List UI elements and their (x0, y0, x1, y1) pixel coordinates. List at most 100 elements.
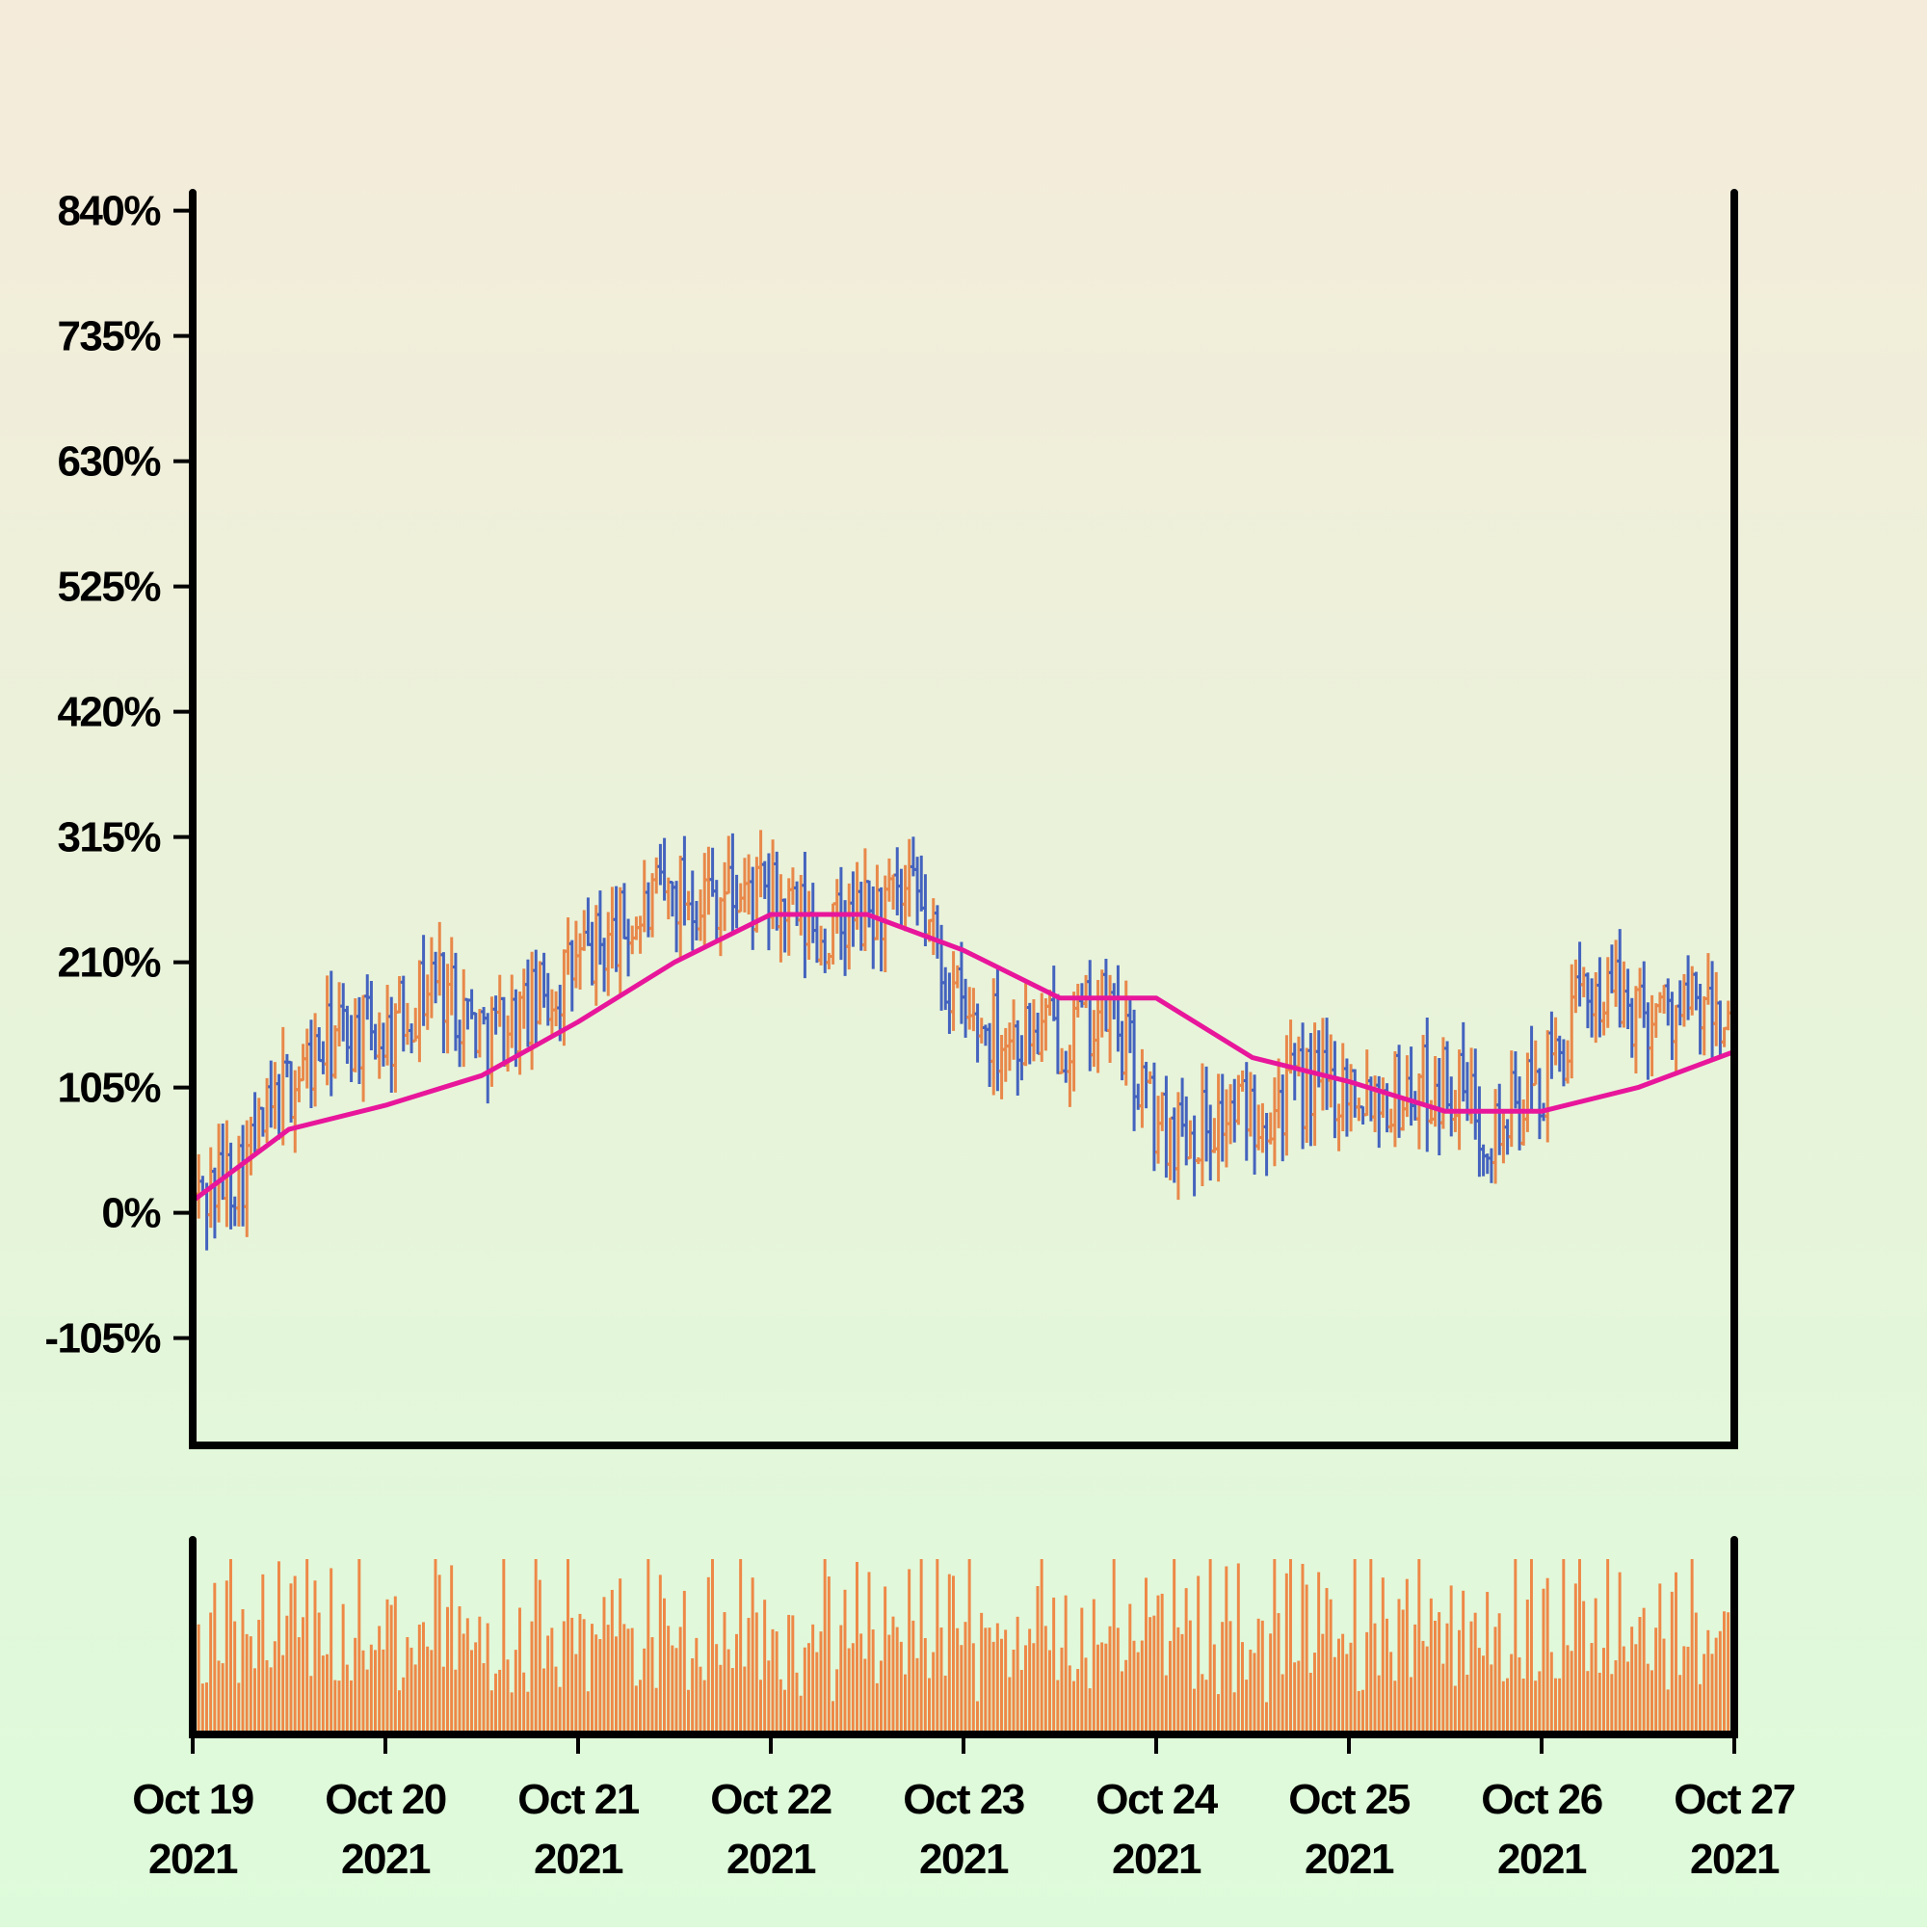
volume-bar (494, 1673, 497, 1734)
volume-bar (678, 1627, 682, 1734)
volume-bar (1670, 1591, 1674, 1734)
volume-bar (1245, 1680, 1249, 1734)
volume-bar (1052, 1597, 1056, 1734)
volume-bar (1714, 1637, 1718, 1734)
volume-bar (1610, 1674, 1614, 1734)
volume-bar (1429, 1598, 1433, 1734)
volume-bar (1156, 1595, 1160, 1734)
volume-bar (326, 1654, 329, 1734)
volume-bar (1658, 1583, 1662, 1734)
volume-bar (1530, 1559, 1533, 1734)
volume-bar (702, 1680, 706, 1734)
x-tick-label-date: Oct 22 (710, 1776, 832, 1823)
volume-bar (1228, 1621, 1232, 1734)
x-tick-label-year: 2021 (148, 1836, 238, 1883)
volume-bar (928, 1678, 931, 1734)
x-tick-label-year: 2021 (1112, 1836, 1201, 1883)
volume-bar (1614, 1660, 1618, 1734)
volume-bar (378, 1626, 382, 1734)
volume-bar (887, 1634, 891, 1734)
volume-bar (1626, 1661, 1629, 1734)
volume-bar (450, 1565, 454, 1734)
volume-bar (1321, 1633, 1325, 1734)
volume-bar (1004, 1629, 1008, 1734)
volume-bar (1301, 1563, 1305, 1734)
volume-bar (1329, 1599, 1333, 1734)
volume-bar (1173, 1559, 1176, 1734)
volume-bar (1349, 1642, 1353, 1734)
volume-bar (1413, 1624, 1417, 1734)
volume-bar (891, 1616, 895, 1734)
volume-bar (1016, 1616, 1019, 1734)
volume-bar (1136, 1652, 1140, 1734)
volume-bar (489, 1690, 493, 1734)
volume-bar (1241, 1642, 1244, 1734)
volume-bar (1024, 1645, 1027, 1734)
x-tick-label-date: Oct 21 (517, 1776, 640, 1823)
volume-bar (823, 1559, 827, 1734)
volume-bar (1169, 1640, 1172, 1734)
volume-bar (658, 1575, 662, 1734)
volume-bar (1723, 1611, 1726, 1734)
volume-bar (233, 1621, 237, 1734)
volume-bar (884, 1586, 887, 1734)
volume-bar (261, 1574, 265, 1734)
volume-bar (197, 1624, 200, 1734)
volume-bar (1265, 1702, 1268, 1734)
x-tick-label-year: 2021 (534, 1836, 623, 1883)
y-axis-ticks: -105% 0% 105% 210% 315% 420% 525% 630% 735% 840% (44, 188, 193, 1363)
volume-bar (1088, 1688, 1092, 1734)
volume-bar (313, 1580, 317, 1734)
y-tick-label: -105% (44, 1315, 160, 1363)
volume-bar (361, 1650, 365, 1734)
volume-bar (943, 1675, 947, 1734)
volume-bar (1594, 1598, 1597, 1734)
volume-bar (522, 1672, 526, 1734)
volume-bar (1534, 1681, 1538, 1734)
volume-bar (1582, 1601, 1586, 1734)
volume-bar (458, 1605, 462, 1734)
volume-bar (1308, 1672, 1312, 1734)
volume-bar (1128, 1603, 1132, 1734)
volume-bar (1012, 1649, 1016, 1734)
volume-bar (1080, 1607, 1084, 1734)
volume-bar (650, 1637, 654, 1734)
volume-bar (354, 1637, 357, 1734)
volume-bar (1377, 1675, 1381, 1734)
volume-bar (851, 1643, 855, 1734)
volume-bar (663, 1598, 666, 1734)
volume-bar (1284, 1573, 1288, 1734)
volume-bar (795, 1672, 799, 1734)
volume-bar (534, 1559, 538, 1734)
volume-bar (305, 1559, 309, 1734)
volume-bar (923, 1637, 927, 1734)
volume-bar (1630, 1627, 1634, 1734)
volume-bar (1727, 1612, 1730, 1734)
volume-bar (787, 1614, 791, 1734)
volume-bar (827, 1576, 831, 1734)
volume-bar (1425, 1646, 1429, 1734)
volume-bar (498, 1669, 502, 1734)
volume-bar (1305, 1584, 1308, 1734)
volume-bar (389, 1604, 393, 1734)
volume-bar (980, 1612, 984, 1734)
volume-bar (1458, 1629, 1461, 1734)
volume-bar (330, 1568, 333, 1734)
volume-bar (1518, 1656, 1521, 1734)
volume-bar (1675, 1572, 1677, 1734)
volume-bar (1280, 1674, 1284, 1734)
volume-bar (1373, 1623, 1377, 1734)
volume-bar (1108, 1626, 1112, 1734)
volume-bar (1197, 1575, 1201, 1734)
volume-bar (610, 1589, 614, 1734)
volume-bar (574, 1654, 578, 1734)
volume-bar (357, 1559, 361, 1734)
volume-bar (1650, 1670, 1653, 1734)
volume-bar (1092, 1599, 1095, 1734)
volume-bar (767, 1660, 771, 1734)
volume-bar (819, 1631, 823, 1734)
volume-bar (1132, 1640, 1136, 1734)
volume-bar (1084, 1657, 1088, 1734)
volume-bar (1201, 1674, 1204, 1734)
volume-bar (899, 1641, 903, 1734)
